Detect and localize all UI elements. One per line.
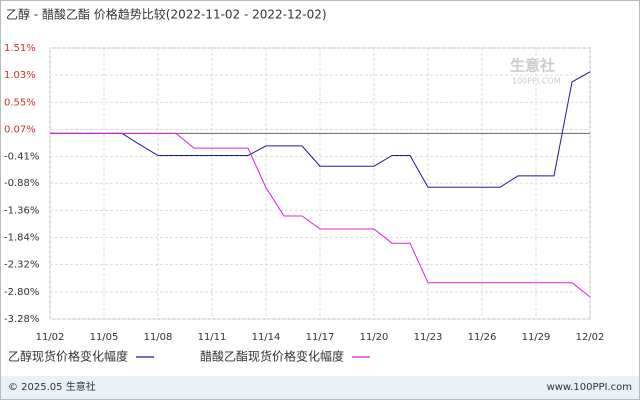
y-tick-label: -0.41% <box>4 152 39 163</box>
x-tick-label: 11/11 <box>198 332 227 343</box>
y-tick-label: 0.55% <box>4 97 36 108</box>
x-tick-label: 11/05 <box>90 332 119 343</box>
footer-bar <box>1 376 639 399</box>
x-tick-label: 11/02 <box>36 332 65 343</box>
x-tick-label: 11/17 <box>306 332 335 343</box>
y-tick-label: 0.07% <box>4 124 36 135</box>
y-tick-label: 1.51% <box>4 43 36 54</box>
y-tick-label: 1.03% <box>4 70 36 81</box>
x-tick-label: 11/14 <box>252 332 281 343</box>
footer-left: © 2025.05 生意社 <box>8 380 96 393</box>
x-tick-label: 11/08 <box>144 332 173 343</box>
y-tick-label: -1.84% <box>4 233 39 244</box>
series-line <box>50 132 591 298</box>
y-tick-label: -1.36% <box>4 205 39 216</box>
x-tick-label: 11/23 <box>414 332 443 343</box>
series-line <box>50 71 591 188</box>
x-tick-label: 11/26 <box>468 332 497 343</box>
y-tick-label: -2.32% <box>4 260 39 271</box>
x-tick-label: 12/02 <box>576 332 605 343</box>
y-tick-label: -0.88% <box>4 178 39 189</box>
x-tick-label: 11/20 <box>360 332 389 343</box>
watermark: 生意社 <box>510 57 555 75</box>
legend-label: 乙醇现货价格变化幅度 <box>8 349 128 364</box>
y-tick-label: -2.80% <box>4 287 39 298</box>
legend-label: 醋酸乙酯现货价格变化幅度 <box>200 349 344 364</box>
footer-right: www.100PPI.com <box>547 382 632 393</box>
y-tick-label: -3.28% <box>4 314 39 325</box>
chart-title: 乙醇 - 醋酸乙酯 价格趋势比较(2022-11-02 - 2022-12-02… <box>6 7 327 22</box>
x-tick-label: 11/29 <box>522 332 551 343</box>
